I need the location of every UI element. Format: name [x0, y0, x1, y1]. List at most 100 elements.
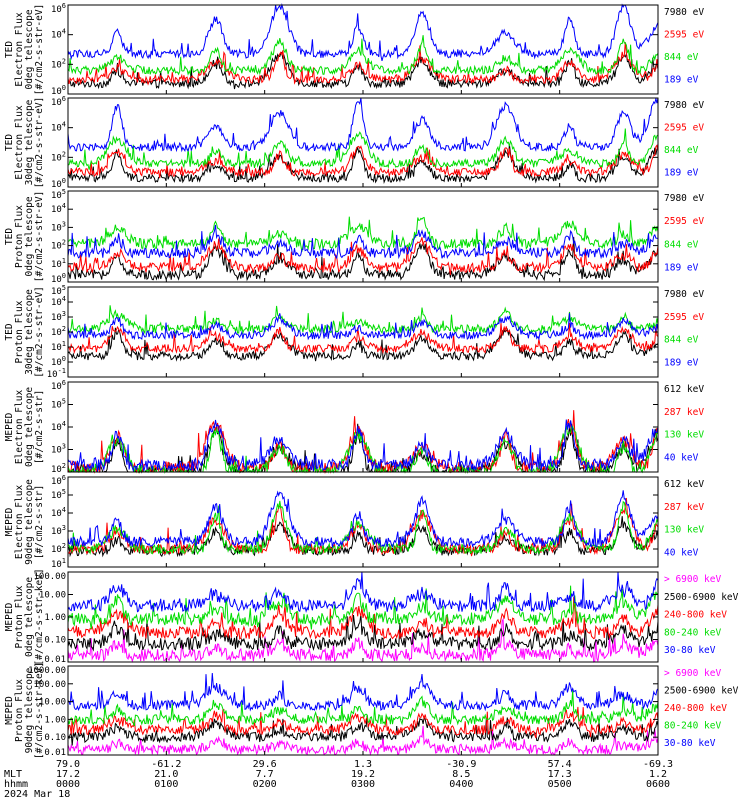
legend-entry: 30-80 keV [664, 738, 716, 749]
y-tick-label: 102 [51, 57, 66, 70]
series-4-line [67, 490, 659, 549]
legend-entry: > 6900 keV [664, 574, 721, 585]
y-tick-label: 101 [51, 340, 66, 353]
series-5-line [67, 571, 659, 614]
legend-entry: 7980 eV [664, 100, 704, 111]
y-tick-label: 105 [51, 488, 66, 501]
y-tick-label: 104 [51, 506, 66, 519]
series-3-line [67, 128, 659, 170]
legend-entry: 80-240 keV [664, 627, 721, 638]
y-tick-label: 1.00 [44, 715, 66, 725]
series-4-line [67, 224, 659, 260]
series-2-line [67, 322, 659, 355]
y-tick-label: 106 [51, 379, 66, 392]
y-tick-label: 101 [51, 557, 66, 570]
footer-hhmm: 0600 [646, 779, 670, 790]
footer-mlt: 19.2 [351, 769, 375, 780]
legend-entry: 189 eV [664, 75, 699, 86]
panel-2: 100 102 104 106 TEDElectron Flux30deg telesc… [4, 95, 704, 190]
series-4-line [67, 689, 659, 727]
footer-hhmm: 0300 [351, 779, 375, 790]
legend-entry: 189 eV [664, 262, 699, 273]
footer-date: 2024 Mar 18 [4, 789, 70, 800]
y-tick-label: 100.00 [33, 680, 66, 690]
series-1-line [67, 617, 659, 663]
legend-entry: 287 keV [664, 502, 704, 513]
y-tick-label: 103 [51, 443, 66, 456]
time-axis-footer: 79.017.20000-61.221.0010029.67.702001.31… [4, 759, 673, 800]
legend-entry: 612 keV [664, 479, 704, 490]
footer-hhmm: 0400 [449, 779, 473, 790]
series-1-line [67, 51, 659, 90]
y-tick-label: 102 [51, 325, 66, 338]
series-5-line [67, 672, 659, 712]
series-2-line [67, 614, 659, 652]
legend-entry: > 6900 keV [664, 668, 721, 679]
y-tick-label: 100 [51, 84, 66, 97]
legend-entry: 2595 eV [664, 312, 704, 323]
y-tick-label: 0.10 [44, 636, 66, 646]
footer-lat: 1.3 [354, 759, 372, 770]
legend-entry: 2595 eV [664, 123, 704, 134]
legend-entry: 844 eV [664, 239, 699, 250]
footer-row-label-hhmm: hhmm [4, 779, 28, 790]
series-2-line [67, 715, 659, 746]
series-4-line [67, 585, 659, 630]
y-tick-label: 100 [51, 272, 66, 285]
y-tick-label: 102 [51, 150, 66, 163]
y-tick-label: 103 [51, 310, 66, 323]
legend-entry: 2500-6900 keV [664, 686, 739, 697]
legend-entry: 130 keV [664, 525, 704, 536]
footer-lat: 79.0 [56, 759, 80, 770]
series-2-line [67, 42, 659, 86]
y-tick-label: 103 [51, 220, 66, 233]
legend-entry: 7980 eV [664, 289, 704, 300]
panel-5: 102 103 104 105 106 MEPEDElectron Flux0deg te… [4, 379, 704, 475]
legend-entry: 40 keV [664, 453, 699, 464]
y-tick-label: 104 [51, 295, 66, 308]
series-3-line [67, 216, 659, 252]
y-tick-label: 102 [51, 462, 66, 475]
y-tick-label: 105 [51, 188, 66, 201]
legend-entry: 2595 eV [664, 30, 704, 41]
legend-entry: 7980 eV [664, 193, 704, 204]
series-3-line [67, 35, 659, 77]
y-tick-label: 104 [51, 202, 66, 215]
footer-mlt: 1.2 [649, 769, 667, 780]
series-1-line [67, 327, 659, 362]
y-tick-label: 10.00 [39, 698, 66, 708]
footer-lat: -61.2 [151, 759, 181, 770]
legend-entry: 844 eV [664, 52, 699, 63]
footer-mlt: 17.3 [548, 769, 572, 780]
legend-entry: 30-80 keV [664, 645, 716, 656]
footer-mlt: 8.5 [452, 769, 470, 780]
series-4-line [67, 3, 659, 62]
legend-entry: 80-240 keV [664, 721, 721, 732]
footer-hhmm: 0100 [154, 779, 178, 790]
y-tick-label: 105 [51, 398, 66, 411]
y-tick-label: 1.00 [44, 613, 66, 623]
legend-entry: 612 keV [664, 384, 704, 395]
footer-lat: 29.6 [253, 759, 277, 770]
y-tick-label: 1000.00 [28, 666, 66, 676]
panel-8: 0.01 0.10 1.00 10.00 100.00 1000.00MEPEDProto… [4, 662, 739, 759]
series-4-line [67, 313, 659, 341]
legend-entry: 844 eV [664, 335, 699, 346]
footer-hhmm: 0200 [253, 779, 277, 790]
y-tick-label: 104 [51, 420, 66, 433]
series-1-line [67, 144, 659, 184]
footer-mlt: 21.0 [154, 769, 178, 780]
y-axis-label: TEDElectron Flux30deg telescope[#/cm2-s-… [4, 97, 45, 189]
series-4-line [67, 419, 659, 473]
y-axis-label: MEPEDElectron Flux90deg telescope[#/cm2-… [4, 479, 45, 565]
series-2-line [67, 144, 659, 179]
y-tick-label: 100 [51, 177, 66, 190]
y-tick-label: 104 [51, 121, 66, 134]
series-1-line [67, 725, 659, 756]
y-axis-label: TEDProton Flux30deg telescope[#/cm2-s-st… [4, 286, 45, 378]
series-2-line [67, 237, 659, 276]
y-tick-label: 102 [51, 542, 66, 555]
